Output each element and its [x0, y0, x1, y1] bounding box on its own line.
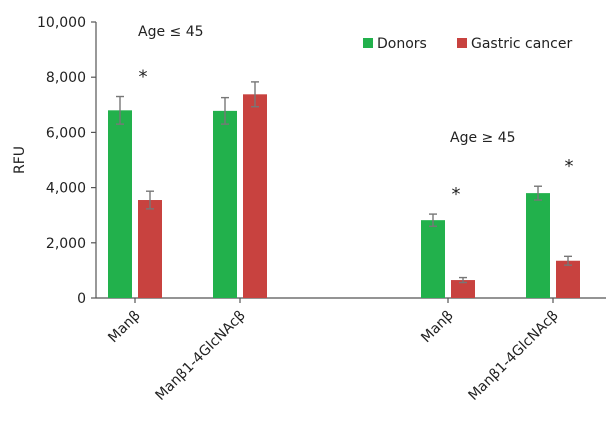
y-tick-label: 8,000: [46, 70, 86, 86]
legend-label: Donors: [377, 36, 427, 52]
legend-swatch: [457, 38, 467, 48]
bar-gastric-cancer: [556, 260, 580, 298]
bar-donors: [213, 110, 237, 298]
x-category-label: Manβ1-4GlcNAcβ: [153, 308, 249, 404]
chart-labels: *Manβ Manβ1-4GlcNAcβ*Manβ*Manβ1-4GlcNAcβA…: [105, 24, 573, 404]
y-tick-label: 4,000: [46, 181, 86, 197]
chart-axes: 0 2,000 4,000 6,000 8,000 10,000 RFU: [12, 15, 606, 307]
y-tick-label: 0: [77, 291, 86, 307]
bar-donors: [421, 220, 445, 298]
bar-gastric-cancer: [451, 280, 475, 298]
x-category-label: Manβ: [418, 308, 457, 347]
legend-label: Gastric cancer: [471, 36, 572, 52]
group-label: Age ≤ 45: [138, 24, 204, 40]
significance-marker: *: [565, 156, 574, 177]
x-category-label: Manβ: [105, 308, 144, 347]
chart-legend: Donors Gastric cancer: [363, 36, 572, 52]
x-category-label: Manβ1-4GlcNAcβ: [466, 308, 562, 404]
bar-donors: [108, 110, 132, 298]
y-tick-label: 2,000: [46, 236, 86, 252]
y-tick-label: 6,000: [46, 125, 86, 141]
bar-gastric-cancer: [138, 200, 162, 298]
legend-swatch: [363, 38, 373, 48]
bar-donors: [526, 193, 550, 298]
significance-marker: *: [139, 67, 148, 88]
y-axis-title: RFU: [12, 146, 28, 174]
bar-gastric-cancer: [243, 94, 267, 298]
chart-bars: [108, 81, 580, 298]
y-tick-label: 10,000: [37, 15, 86, 31]
group-label: Age ≥ 45: [450, 130, 516, 146]
significance-marker: *: [452, 184, 461, 205]
